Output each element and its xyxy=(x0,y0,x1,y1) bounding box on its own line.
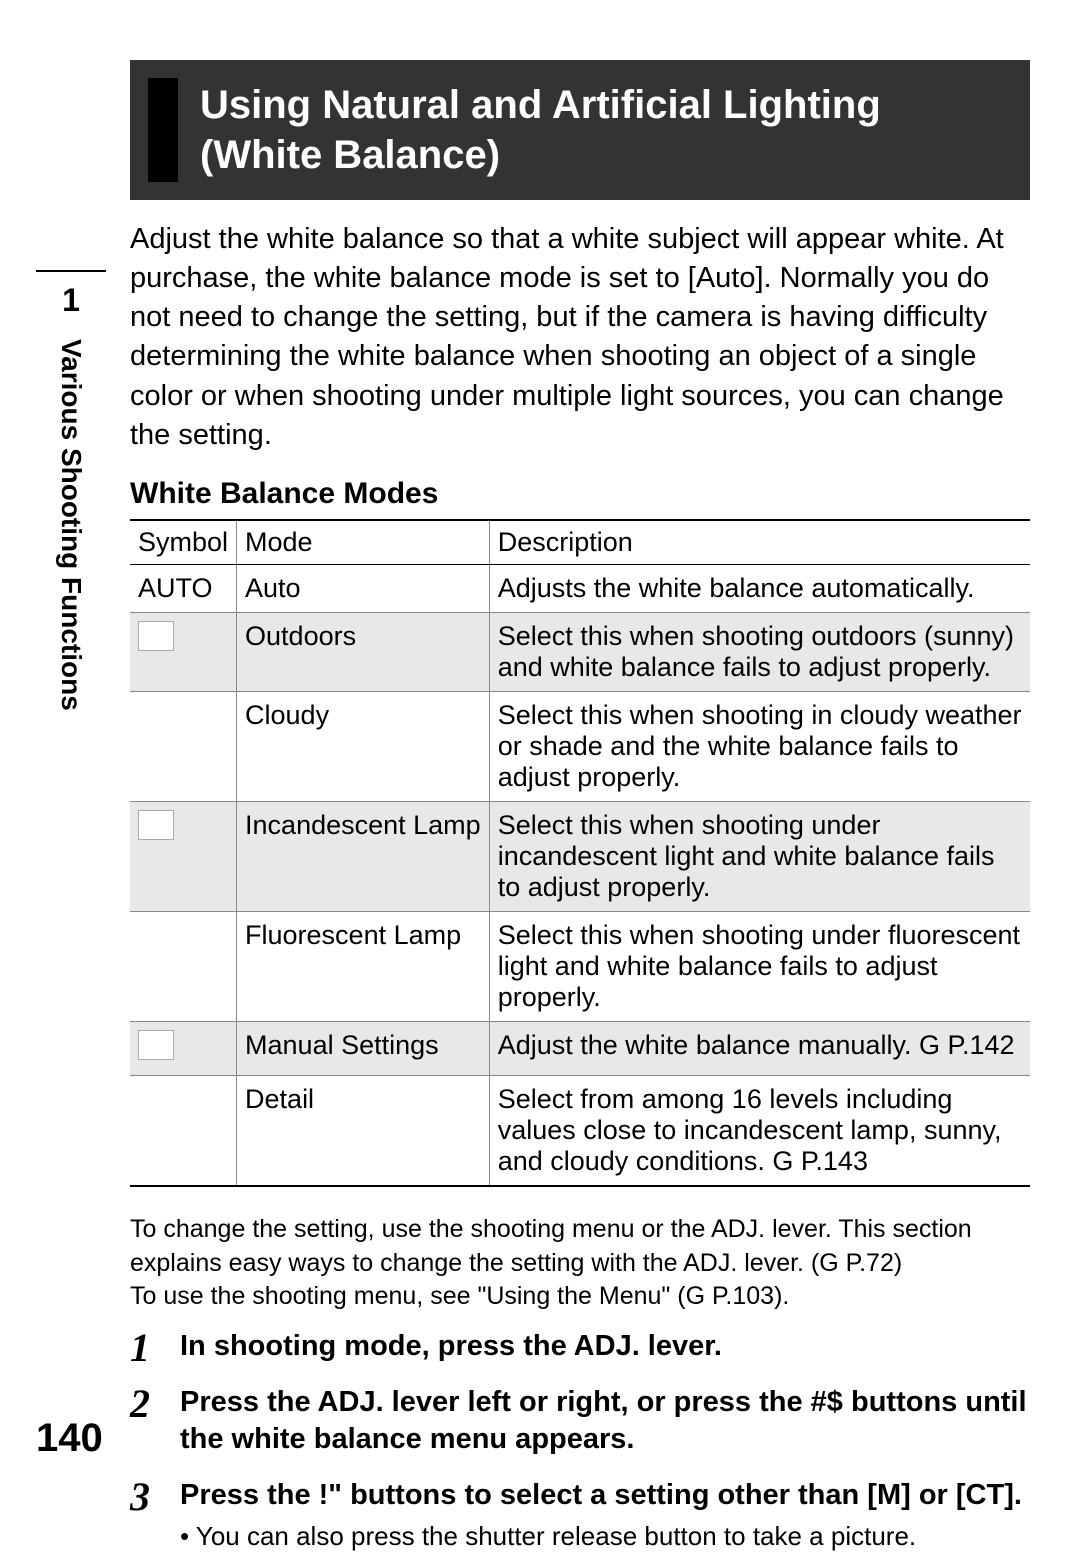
step-3: Press the !" buttons to select a setting… xyxy=(130,1477,1030,1552)
symbol-cell xyxy=(130,801,237,911)
description-cell: Select this when shooting outdoors (sunn… xyxy=(489,612,1030,691)
subheading: White Balance Modes xyxy=(130,477,1030,511)
mode-cell: Outdoors xyxy=(237,612,490,691)
step-1: In shooting mode, press the ADJ. lever. xyxy=(130,1328,1030,1366)
col-mode: Mode xyxy=(237,520,490,565)
wb-mode-icon xyxy=(138,621,174,651)
note-line-2: To use the shooting menu, see "Using the… xyxy=(130,1282,789,1310)
description-cell: Select this when shooting in cloudy weat… xyxy=(489,691,1030,801)
mode-cell: Cloudy xyxy=(237,691,490,801)
col-description: Description xyxy=(489,520,1030,565)
description-cell: Adjust the white balance manually. G P.1… xyxy=(489,1021,1030,1075)
symbol-cell xyxy=(130,1075,237,1186)
step-2: Press the ADJ. lever left or right, or p… xyxy=(130,1384,1030,1459)
symbol-cell xyxy=(130,911,237,1021)
table-row: AUTOAutoAdjusts the white balance automa… xyxy=(130,564,1030,612)
table-row: CloudySelect this when shooting in cloud… xyxy=(130,691,1030,801)
chapter-number: 1 xyxy=(36,282,106,319)
step-3-subtext: You can also press the shutter release b… xyxy=(180,1521,1030,1552)
usage-note: To change the setting, use the shooting … xyxy=(130,1213,1030,1314)
col-symbol: Symbol xyxy=(130,520,237,565)
table-row: Fluorescent LampSelect this when shootin… xyxy=(130,911,1030,1021)
symbol-cell xyxy=(130,691,237,801)
description-cell: Adjusts the white balance automatically. xyxy=(489,564,1030,612)
step-3-text: Press the !" buttons to select a setting… xyxy=(180,1477,1030,1515)
mode-cell: Fluorescent Lamp xyxy=(237,911,490,1021)
intro-paragraph: Adjust the white balance so that a white… xyxy=(130,220,1030,455)
section-title-block: Using Natural and Artificial Lighting (W… xyxy=(130,60,1030,200)
table-row: DetailSelect from among 16 levels includ… xyxy=(130,1075,1030,1186)
symbol-cell xyxy=(130,612,237,691)
steps-list: In shooting mode, press the ADJ. lever. … xyxy=(130,1328,1030,1552)
symbol-cell: AUTO xyxy=(130,564,237,612)
table-row: OutdoorsSelect this when shooting outdoo… xyxy=(130,612,1030,691)
step-2-text: Press the ADJ. lever left or right, or p… xyxy=(180,1384,1030,1459)
step-1-text: In shooting mode, press the ADJ. lever. xyxy=(180,1328,1030,1366)
page-number: 140 xyxy=(36,1416,103,1461)
mode-cell: Auto xyxy=(237,564,490,612)
symbol-cell xyxy=(130,1021,237,1075)
description-cell: Select from among 16 levels including va… xyxy=(489,1075,1030,1186)
chapter-label: Various Shooting Functions xyxy=(55,339,87,711)
white-balance-table: Symbol Mode Description AUTOAutoAdjusts … xyxy=(130,519,1030,1187)
wb-mode-icon xyxy=(138,810,174,840)
side-tab: 1 Various Shooting Functions xyxy=(36,270,106,790)
mode-cell: Manual Settings xyxy=(237,1021,490,1075)
note-line-1: To change the setting, use the shooting … xyxy=(130,1215,972,1277)
mode-cell: Detail xyxy=(237,1075,490,1186)
description-cell: Select this when shooting under fluoresc… xyxy=(489,911,1030,1021)
manual-page: 1 Various Shooting Functions 140 Using N… xyxy=(0,0,1080,1521)
wb-mode-icon xyxy=(138,1030,174,1060)
section-title: Using Natural and Artificial Lighting (W… xyxy=(200,80,1002,180)
description-cell: Select this when shooting under incandes… xyxy=(489,801,1030,911)
mode-cell: Incandescent Lamp xyxy=(237,801,490,911)
table-row: Incandescent LampSelect this when shooti… xyxy=(130,801,1030,911)
table-row: Manual SettingsAdjust the white balance … xyxy=(130,1021,1030,1075)
